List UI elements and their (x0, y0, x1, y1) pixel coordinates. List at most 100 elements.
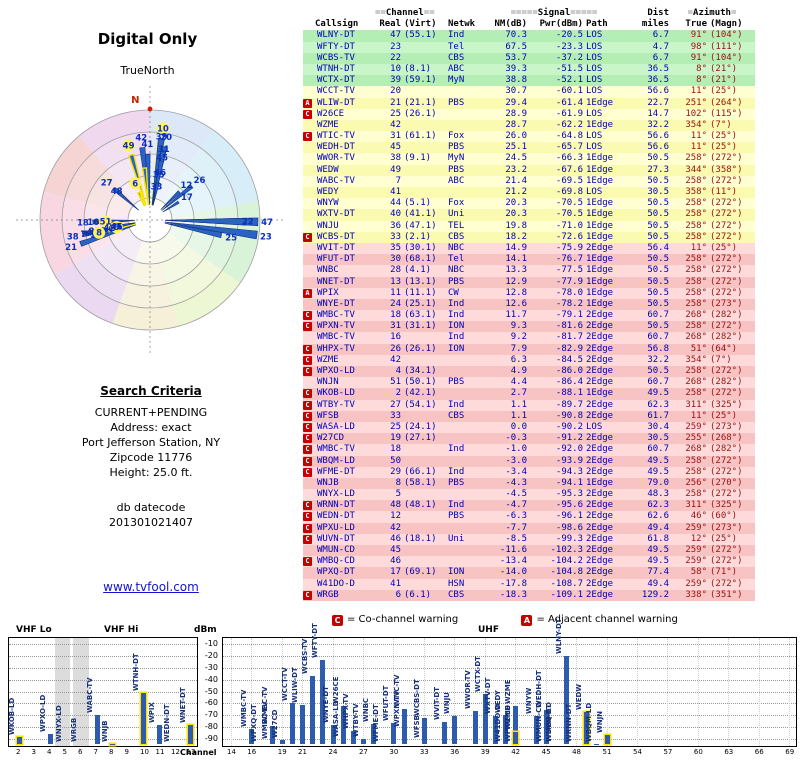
signal-bar (604, 734, 610, 744)
table-cell: 77.4 (627, 567, 669, 579)
signal-bar (421, 718, 427, 744)
signal-bar (141, 693, 146, 744)
table-cell: 98° (669, 41, 707, 53)
tvfool-website-link[interactable]: www.tvfool.com (103, 580, 199, 594)
table-cell: LOS (583, 86, 627, 98)
table-cell: 256° (669, 477, 707, 490)
table-cell: 26.0 (481, 131, 527, 143)
station-channel-label: 41 (141, 140, 153, 150)
signal-bar-callsign-label: WNET-DT (178, 687, 187, 723)
table-cell: 2Edge (583, 500, 627, 512)
station-channel-label: 12 (180, 181, 192, 191)
table-cell (401, 410, 445, 422)
signal-bar-callsign-label: WTBY-TV (351, 703, 360, 737)
table-cell: LOS (583, 63, 627, 76)
table-cell: Ind (445, 298, 481, 311)
station-channel-label: 42 (103, 224, 115, 234)
x-axis-tick: 24 (328, 748, 338, 756)
grid-line (637, 638, 638, 746)
table-cell: 2Edge (583, 533, 627, 545)
table-cell: (282°) (707, 310, 755, 322)
station-signal-wedge (152, 181, 160, 206)
table-cell: 2Edge (583, 377, 627, 389)
station-signal-wedge (160, 190, 181, 210)
grid-line (223, 691, 796, 693)
table-cell (401, 455, 445, 467)
table-cell: 24 (375, 298, 401, 311)
table-cell: -79.1 (527, 310, 583, 322)
table-cell: 49.4 (627, 522, 669, 534)
table-cell: 1Edge (583, 175, 627, 187)
table-cell (445, 86, 481, 98)
signal-bar (340, 739, 346, 744)
y-axis-tick: -40 (204, 674, 218, 684)
co-channel-warning-icon: C (303, 467, 312, 477)
table-cell: 41 (375, 578, 401, 590)
signal-bar-callsign-label: WPIX (147, 701, 156, 723)
table-cell: 49.5 (627, 388, 669, 400)
table-cell: WLIW-DT (315, 97, 375, 109)
table-cell: 9.2 (481, 332, 527, 344)
x-axis-tick: 69 (785, 748, 795, 756)
signal-bar-callsign-label: WLNY-DT (554, 618, 563, 655)
x-axis-tick: 66 (754, 748, 764, 756)
table-cell: -95.6 (527, 500, 583, 512)
station-channel-label: 7 (80, 230, 86, 240)
table-cell: 42 (375, 522, 401, 534)
table-cell: WNBC (315, 265, 375, 277)
table-cell: -91.2 (527, 433, 583, 445)
co-channel-warning-icon: C (303, 367, 312, 376)
table-cell: WEDH-DT (315, 142, 375, 154)
station-channel-label: 36 (102, 225, 114, 235)
table-cell: LOS (583, 30, 627, 42)
table-cell: Uni (445, 533, 481, 545)
table-cell (445, 108, 481, 120)
table-cell: (59.1) (401, 75, 445, 87)
table-cell: WPXU-LD (315, 522, 375, 534)
table-cell: 62.6 (627, 511, 669, 523)
table-cell: 20.3 (481, 209, 527, 221)
station-channel-label: 27 (101, 178, 113, 188)
table-cell: 1Edge (583, 209, 627, 221)
station-channel-label: 8 (96, 229, 102, 239)
radar-sector (54, 220, 151, 324)
table-cell: 2Edge (583, 567, 627, 579)
grid-line (9, 703, 197, 705)
table-cell: 0.0 (481, 421, 527, 434)
adjacent-channel-legend-text: = Adjacent channel warning (536, 614, 678, 625)
grid-line (223, 739, 796, 740)
table-cell: PBS (445, 142, 481, 154)
table-cell: -76.7 (527, 254, 583, 266)
table-cell: 2Edge (583, 489, 627, 501)
warning-marker-cell: C (303, 533, 315, 545)
table-cell: 39.3 (481, 63, 527, 76)
signal-bar-callsign-label: WNBC (362, 698, 371, 723)
warning-marker-cell: C (303, 522, 315, 534)
table-cell: 14.1 (481, 254, 527, 266)
x-axis-tick: 30 (389, 748, 399, 756)
warning-marker-cell (303, 489, 315, 501)
signal-bar-callsign-label: WEDW (575, 684, 584, 711)
table-cell: WEDN-DT (315, 511, 375, 523)
table-cell: W27CD (315, 433, 375, 445)
x-axis-tick: 8 (109, 748, 114, 756)
table-cell: 7 (375, 175, 401, 187)
signal-bar-callsign-label: WNJU (443, 692, 452, 715)
column-header-pwr: Pwr(dBm) (539, 19, 583, 30)
table-cell: ION (445, 321, 481, 333)
table-cell: WPXO-LD (315, 366, 375, 378)
signal-bar-callsign-label: WTNH-DT (132, 653, 140, 692)
signal-bar (492, 715, 498, 744)
table-cell: 38.8 (481, 75, 527, 87)
signal-bar-callsign-label: WFME-DT (372, 704, 381, 743)
highlight-dot (129, 177, 142, 190)
search-criteria-lines: CURRENT+PENDING Address: exact Port Jeffer… (15, 405, 287, 480)
table-cell: 36.5 (627, 75, 669, 87)
table-cell: WTIC-TV (315, 131, 375, 143)
x-axis-tick: 36 (450, 748, 460, 756)
table-cell: 8° (669, 63, 707, 76)
table-cell: 51 (375, 377, 401, 389)
warning-marker-cell: C (303, 366, 315, 378)
signal-bar (543, 710, 549, 744)
table-cell: WZME (315, 354, 375, 366)
